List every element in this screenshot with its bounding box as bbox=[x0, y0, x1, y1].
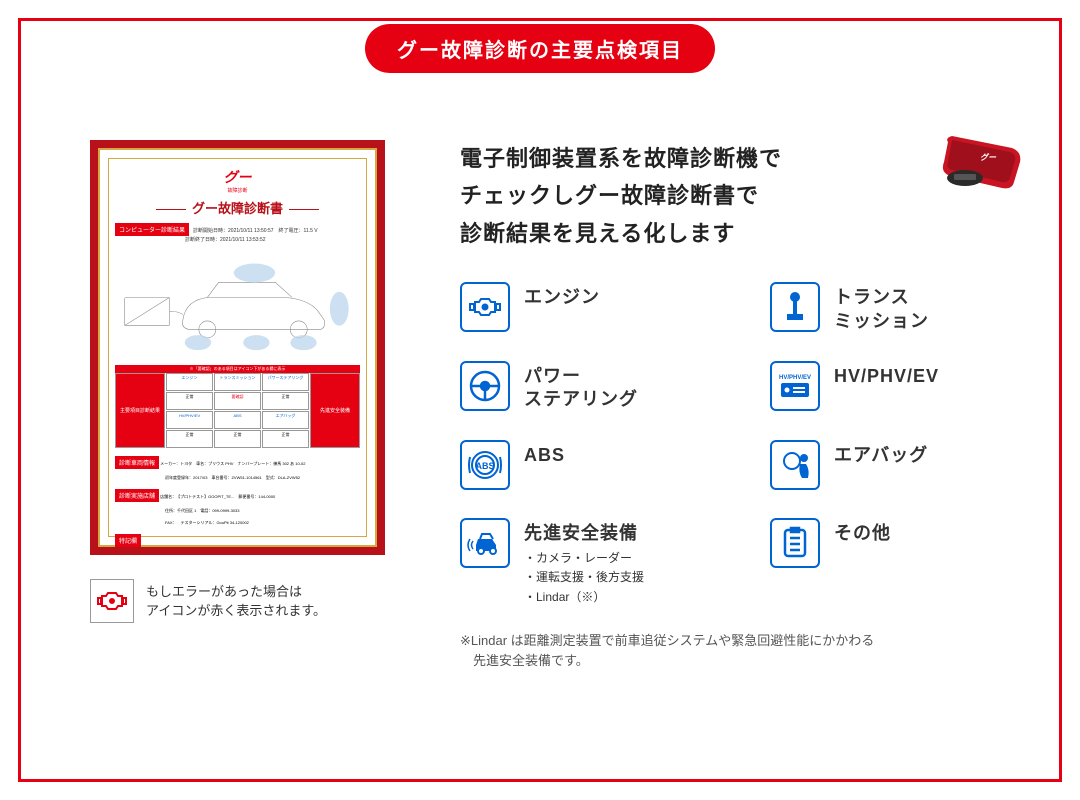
cert-title: グー故障診断書 bbox=[115, 198, 360, 217]
item-label: ABS bbox=[524, 440, 565, 467]
item-adas: 先進安全装備・カメラ・レーダー ・運転支援・後方支援 ・Lindar（※） bbox=[460, 518, 710, 607]
trans-icon bbox=[770, 282, 820, 332]
abs-icon: ABS bbox=[460, 440, 510, 490]
cert-grid-warn: ※「要確認」のある項目はアイコン下がある欄に表示 bbox=[115, 365, 360, 373]
item-sub: ・カメラ・レーダー ・運転支援・後方支援 ・Lindar（※） bbox=[524, 549, 644, 607]
certificate: グー 故障診断 グー故障診断書 コンピューター診断結果診断開始日時：2021/1… bbox=[90, 140, 385, 555]
inspection-items: エンジントランス ミッションパワー ステアリングHV/PHV/EVHV/PHV/… bbox=[460, 282, 1020, 607]
cert-side-label: 先進安全装備 bbox=[310, 373, 360, 448]
item-engine: エンジン bbox=[460, 282, 710, 333]
hvev-icon: HV/PHV/EV bbox=[770, 361, 820, 411]
item-airbag: エアバッグ bbox=[770, 440, 1020, 490]
cert-grid: 主要項目診断結果 エンジン トランスミッション パワーステアリング 先進安全装備… bbox=[115, 373, 360, 448]
item-label: エンジン bbox=[524, 282, 600, 309]
svg-text:グー: グー bbox=[980, 153, 997, 162]
cert-info-1b: 診断終了日時：2021/10/11 13:53:52 bbox=[185, 237, 266, 243]
footnote: ※Lindar は距離測定装置で前車追従システムや緊急回避性能にかかわる 先進安… bbox=[460, 631, 1020, 673]
item-abs: ABS ABS bbox=[460, 440, 710, 490]
steering-icon bbox=[460, 361, 510, 411]
cert-car-diagram bbox=[115, 249, 360, 359]
other-icon bbox=[770, 518, 820, 568]
item-label: 先進安全装備 bbox=[524, 518, 644, 545]
adas-icon bbox=[460, 518, 510, 568]
content: グー 故障診断 グー故障診断書 コンピューター診断結果診断開始日時：2021/1… bbox=[0, 110, 1080, 800]
item-hvev: HV/PHV/EV HV/PHV/EV bbox=[770, 361, 1020, 412]
item-label: パワー ステアリング bbox=[524, 361, 638, 412]
item-label: その他 bbox=[834, 518, 891, 545]
error-note-text: もしエラーがあった場合は アイコンが赤く表示されます。 bbox=[146, 582, 326, 621]
item-label: トランス ミッション bbox=[834, 282, 929, 333]
cert-bar-1: コンピューター診断結果 bbox=[115, 223, 189, 236]
item-label: HV/PHV/EV bbox=[834, 361, 939, 388]
cert-logo: グー bbox=[115, 167, 360, 187]
engine-icon bbox=[460, 282, 510, 332]
error-note: もしエラーがあった場合は アイコンが赤く表示されます。 bbox=[90, 579, 420, 623]
item-label: エアバッグ bbox=[834, 440, 928, 467]
airbag-icon bbox=[770, 440, 820, 490]
engine-error-icon bbox=[90, 579, 134, 623]
cert-info-1a: 診断開始日時：2021/10/11 13:50:57 終了電圧：11.5 V bbox=[193, 228, 318, 234]
cert-logo-sub: 故障診断 bbox=[115, 187, 360, 194]
item-steering: パワー ステアリング bbox=[460, 361, 710, 412]
svg-text:ABS: ABS bbox=[475, 461, 494, 471]
right-column: 電子制御装置系を故障診断機で チェックしグー故障診断書で 診断結果を見える化しま… bbox=[420, 110, 1080, 800]
item-other: その他 bbox=[770, 518, 1020, 607]
left-column: グー 故障診断 グー故障診断書 コンピューター診断結果診断開始日時：2021/1… bbox=[0, 110, 420, 800]
item-trans: トランス ミッション bbox=[770, 282, 1020, 333]
obd-device: グー bbox=[930, 130, 1030, 200]
title-pill: グー故障診断の主要点検項目 bbox=[365, 24, 715, 73]
svg-text:HV/PHV/EV: HV/PHV/EV bbox=[779, 375, 811, 381]
cert-grid-hdr: 主要項目診断結果 bbox=[115, 373, 165, 448]
